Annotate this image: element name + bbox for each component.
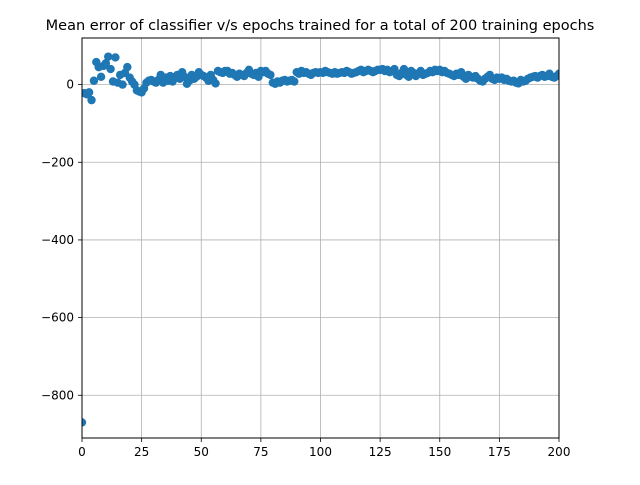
data-point (554, 69, 559, 78)
y-tick-label: −200 (41, 155, 74, 169)
data-point (96, 72, 106, 82)
x-tick-label: 25 (134, 445, 149, 459)
data-point (82, 418, 87, 427)
y-tick-label: −800 (41, 388, 74, 402)
x-tick-label: 100 (309, 445, 332, 459)
y-tick-label: 0 (66, 78, 74, 92)
x-tick-label: 75 (253, 445, 268, 459)
chart-title: Mean error of classifier v/s epochs trai… (46, 18, 595, 34)
data-point (89, 76, 99, 85)
y-tick-label: −600 (41, 311, 74, 325)
x-tick-label: 200 (548, 445, 571, 459)
data-point (106, 64, 115, 74)
x-tick-label: 175 (488, 445, 511, 459)
data-point (290, 77, 299, 86)
x-tick-label: 150 (428, 445, 451, 459)
data-point (87, 95, 96, 105)
x-tick-label: 125 (369, 445, 392, 459)
data-point (266, 70, 275, 80)
data-point (211, 79, 220, 88)
x-tick-label: 0 (78, 445, 86, 459)
data-point (111, 53, 120, 62)
data-point (101, 59, 111, 68)
data-point (118, 80, 127, 89)
data-point (123, 62, 132, 72)
data-point (84, 88, 94, 97)
x-axis-ticks: 0 25 50 75 100 125 150 175 200 (78, 438, 570, 459)
data-point (104, 52, 113, 61)
x-tick-label: 50 (194, 445, 209, 459)
y-axis-ticks: 0 −200 −400 −600 −800 (41, 78, 82, 402)
y-tick-label: −400 (41, 233, 74, 247)
data-points (82, 52, 559, 427)
